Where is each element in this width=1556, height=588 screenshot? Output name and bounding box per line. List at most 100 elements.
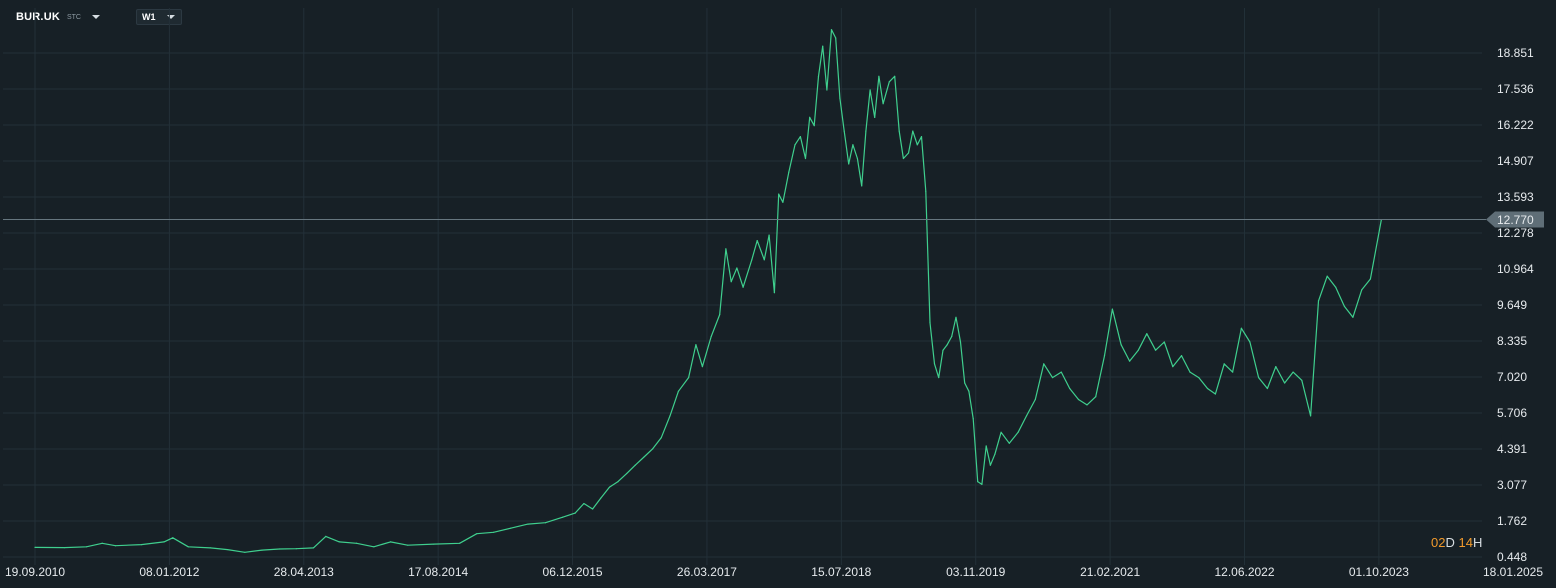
price-point xyxy=(172,537,174,539)
price-point xyxy=(1051,376,1054,379)
timeframe-selector[interactable]: W1 xyxy=(135,9,183,25)
y-tick-label: 12.278 xyxy=(1497,226,1534,240)
price-point xyxy=(1128,360,1131,362)
price-point xyxy=(981,483,983,485)
price-point xyxy=(799,135,801,138)
price-point xyxy=(869,89,871,91)
price-point xyxy=(1000,431,1002,433)
price-point xyxy=(1103,355,1106,357)
price-point xyxy=(527,523,529,525)
price-point xyxy=(389,541,392,543)
price-point xyxy=(634,464,636,466)
x-tick-label: 15.07.2018 xyxy=(811,565,871,579)
price-point xyxy=(278,548,281,550)
y-tick-label: 17.536 xyxy=(1497,82,1534,96)
price-point xyxy=(894,75,896,77)
price-point xyxy=(1077,398,1080,401)
price-point xyxy=(751,259,753,261)
price-point xyxy=(843,130,845,132)
price-point xyxy=(888,81,890,83)
price-point xyxy=(660,437,662,439)
price-point xyxy=(742,286,744,288)
symbol-type-label: STC xyxy=(66,13,81,21)
price-point xyxy=(830,29,833,31)
price-point xyxy=(1008,442,1010,444)
price-point xyxy=(782,201,784,203)
x-tick-label: 01.10.2023 xyxy=(1349,565,1409,579)
countdown-hours-unit: H xyxy=(1472,535,1483,550)
price-point xyxy=(163,541,165,543)
chart-toolbar: BUR.UK STC W1 xyxy=(16,9,183,25)
x-tick-label: 18.01.2025 xyxy=(1483,565,1543,579)
chevron-down-icon xyxy=(167,15,176,19)
price-point xyxy=(63,547,65,549)
price-point xyxy=(768,234,770,236)
price-point xyxy=(34,546,36,548)
x-tick-label: 19.09.2010 xyxy=(5,565,65,579)
price-point xyxy=(1163,341,1165,343)
price-point xyxy=(373,546,375,548)
price-point xyxy=(938,376,940,379)
price-point xyxy=(701,366,704,368)
price-point xyxy=(736,267,738,269)
symbol-selector[interactable]: BUR.UK STC xyxy=(16,11,100,23)
y-tick-label: 9.649 xyxy=(1497,298,1527,312)
x-tick-label: 06.12.2015 xyxy=(543,565,603,579)
price-point xyxy=(898,130,900,132)
price-point xyxy=(1361,289,1363,291)
price-point xyxy=(710,335,712,338)
price-point xyxy=(942,349,944,351)
y-tick-label: 10.964 xyxy=(1497,262,1534,276)
price-point xyxy=(677,390,680,392)
y-tick-label: 13.593 xyxy=(1497,190,1534,204)
price-point xyxy=(955,316,957,318)
price-point xyxy=(848,163,850,165)
price-point xyxy=(476,533,478,535)
price-point xyxy=(1060,371,1062,373)
price-point xyxy=(600,497,602,499)
price-point xyxy=(338,541,340,543)
price-point xyxy=(592,508,594,510)
price-point xyxy=(756,240,758,242)
price-point xyxy=(562,516,564,518)
y-tick-label: 1.762 xyxy=(1497,514,1527,528)
price-point xyxy=(1120,344,1122,346)
price-point xyxy=(1172,366,1174,368)
price-point xyxy=(1214,393,1217,395)
price-point xyxy=(510,527,512,529)
y-axis: 18.851 17.536 16.222 14.907 13.593 12.278 10.9… xyxy=(1497,46,1534,564)
price-point xyxy=(1189,371,1191,373)
price-point xyxy=(835,37,837,39)
y-tick-label: 18.851 xyxy=(1497,46,1534,60)
price-point xyxy=(730,281,732,283)
countdown-days: 02 xyxy=(1431,535,1446,550)
price-point xyxy=(925,190,927,192)
price-point xyxy=(617,481,619,483)
current-price-label: 12.770 xyxy=(1497,213,1534,227)
price-point xyxy=(946,344,948,346)
price-point xyxy=(459,542,461,544)
price-point xyxy=(865,130,867,132)
price-point xyxy=(1095,396,1097,398)
price-point xyxy=(878,75,880,77)
symbol-label: BUR.UK xyxy=(16,11,60,23)
price-point xyxy=(719,313,721,316)
price-point xyxy=(1309,415,1312,417)
price-point xyxy=(114,545,117,547)
price-point xyxy=(763,259,765,261)
y-tick-label: 3.077 xyxy=(1497,478,1527,492)
price-point xyxy=(920,135,923,138)
price-point xyxy=(916,144,918,146)
x-tick-label: 26.03.2017 xyxy=(677,565,737,579)
price-point xyxy=(1275,366,1277,368)
y-tick-label: 14.907 xyxy=(1497,154,1534,168)
price-point xyxy=(725,248,727,250)
price-point xyxy=(583,502,585,505)
price-point xyxy=(544,522,547,524)
chart-grid xyxy=(3,8,1482,565)
price-point xyxy=(852,144,854,146)
price-point xyxy=(1352,316,1354,318)
price-line xyxy=(34,29,1382,553)
price-point xyxy=(902,157,905,160)
